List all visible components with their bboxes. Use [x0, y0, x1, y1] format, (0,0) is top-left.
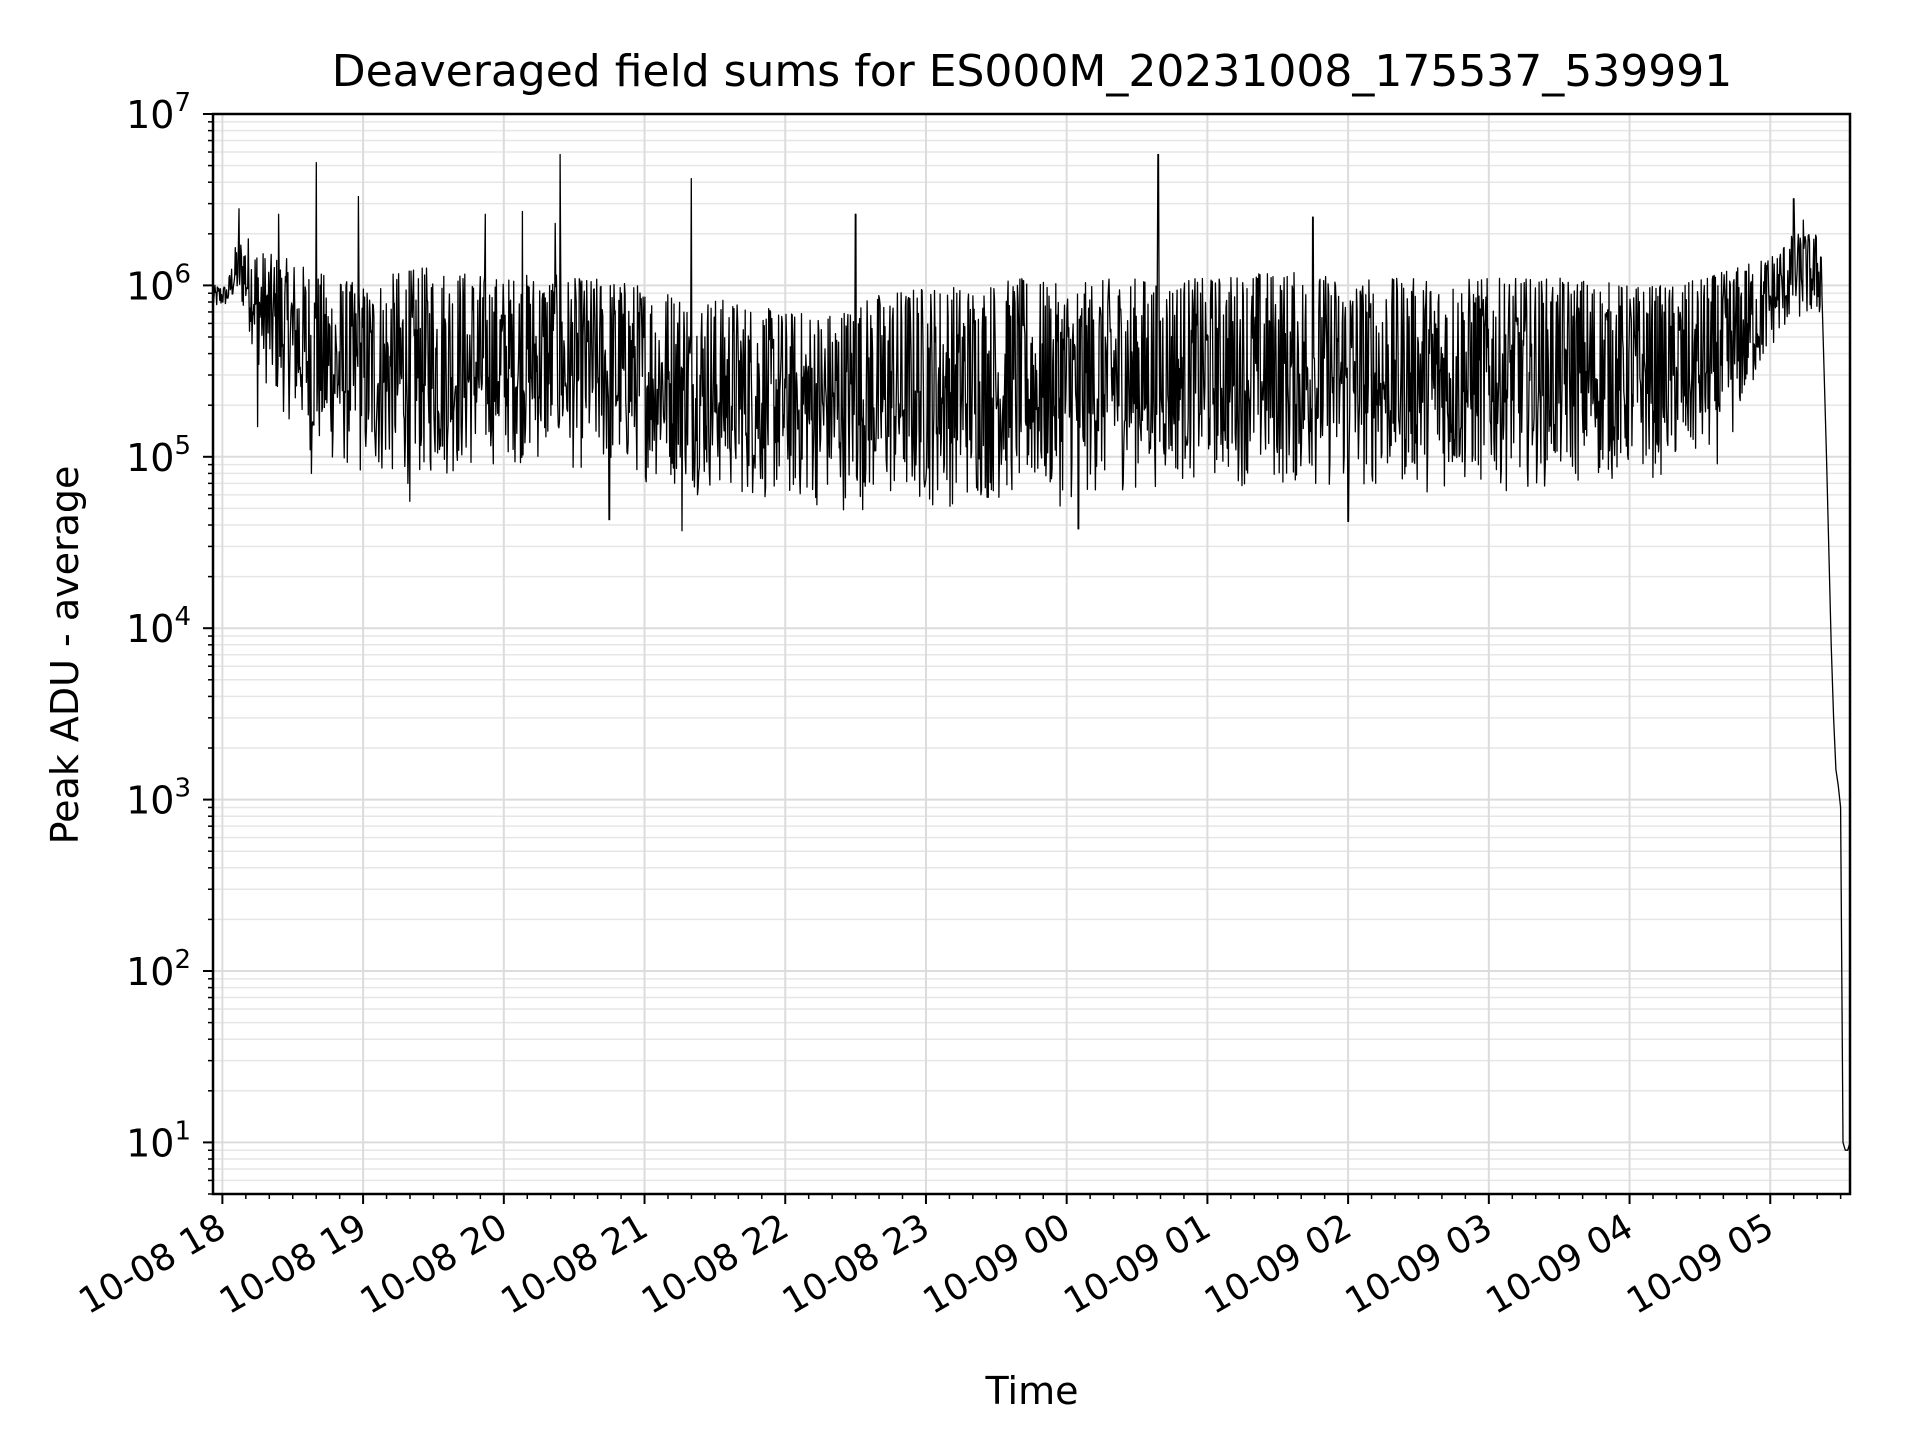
y-tick-label: 102 [126, 945, 191, 994]
grid-layer [213, 113, 1850, 1195]
x-tick-label: 10-09 02 [1198, 1206, 1359, 1322]
plot-frame [211, 112, 1852, 1196]
y-tick-label: 104 [126, 602, 191, 651]
y-tick-label: 103 [126, 774, 191, 823]
y-tick-label: 106 [126, 259, 191, 308]
x-tick-label: 10-09 05 [1620, 1206, 1781, 1322]
x-tick-label: 10-08 23 [776, 1206, 937, 1322]
tick-layer [203, 113, 1842, 1204]
x-tick-label: 10-08 20 [354, 1206, 515, 1322]
series-line [212, 153, 1851, 1151]
x-tick-label: 10-08 18 [72, 1206, 233, 1322]
y-tick-label: 101 [126, 1116, 191, 1165]
x-tick-label: 10-09 01 [1057, 1206, 1218, 1322]
y-axis-label: Peak ADU - average [43, 466, 87, 845]
y-tick-label: 105 [126, 431, 191, 480]
x-tick-label: 10-09 04 [1479, 1206, 1640, 1322]
x-tick-label: 10-08 22 [635, 1206, 796, 1322]
x-axis-label: Time [985, 1369, 1079, 1413]
chart-title: Deaveraged field sums for ES000M_2023100… [332, 46, 1733, 97]
x-tick-label: 10-08 19 [213, 1206, 374, 1322]
x-tick-label: 10-08 21 [494, 1206, 655, 1322]
y-tick-label: 107 [126, 88, 191, 137]
series-layer [212, 153, 1851, 1151]
x-tick-label: 10-09 00 [917, 1206, 1078, 1322]
x-tick-label: 10-09 03 [1339, 1206, 1500, 1322]
